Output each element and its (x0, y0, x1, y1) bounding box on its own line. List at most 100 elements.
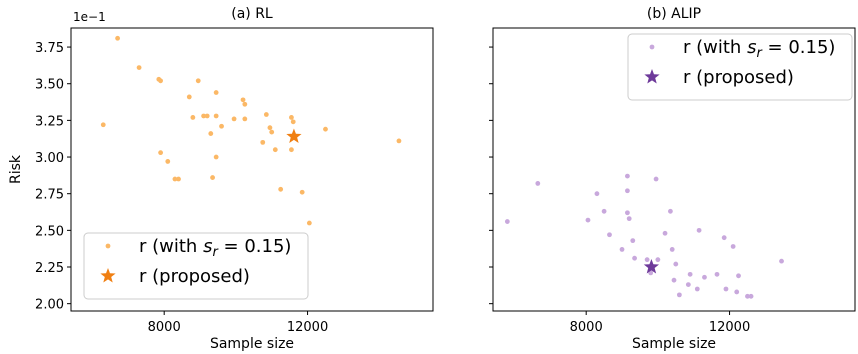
y-tick-label: 3.75 (35, 41, 64, 56)
panel-title: (a) RL (231, 6, 273, 22)
scatter-point (213, 154, 219, 160)
plot-frame (70, 27, 434, 312)
scatter-point (721, 235, 727, 241)
plot-frame (492, 27, 856, 312)
scatter-point (269, 129, 275, 135)
scatter-point (653, 176, 659, 182)
y-tick-label: 2.75 (35, 188, 64, 203)
scatter-point (625, 210, 630, 216)
scatter-point (736, 273, 741, 279)
scatter-point (585, 217, 591, 223)
scatter-point (745, 293, 750, 299)
scatter-point (289, 147, 294, 153)
scatter-point (626, 216, 632, 222)
scatter-point (115, 35, 120, 41)
scatter-point (396, 138, 402, 144)
scatter-point (100, 122, 106, 128)
panel-title: (b) ALIP (647, 6, 701, 22)
y-tick-label: 2.25 (35, 261, 64, 276)
scatter-point (535, 181, 541, 186)
legend-marker-circle (105, 243, 111, 249)
scatter-point (195, 78, 201, 84)
proposed-star-point (286, 128, 302, 143)
y-axis-label: Risk (8, 154, 24, 184)
scatter-point (263, 112, 269, 117)
y-tick-label: 3.50 (35, 78, 64, 93)
chart-panel-1: (a) RL 8000 12000 2.00 2.25 2.50 2.75 3.00 3.25 3… (8, 6, 434, 352)
legend-box (83, 232, 309, 300)
scatter-point (299, 189, 305, 195)
y-tick-label: 3.00 (35, 151, 64, 166)
scatter-point (323, 126, 328, 132)
scatter-point (668, 208, 673, 214)
x-tick-label: 8000 (570, 320, 603, 335)
scatter-point (734, 289, 740, 295)
scatter-point (240, 97, 246, 103)
scatter-point (289, 115, 294, 120)
scatter-point (671, 277, 677, 283)
scatter-point (625, 173, 630, 179)
legend: r (with sr = 0.15) r (proposed) (83, 232, 309, 300)
scatter-point (696, 227, 702, 233)
scatter-point (186, 94, 192, 100)
scatter-point (630, 238, 636, 244)
scatter-point (687, 271, 693, 277)
scatter-point (779, 258, 784, 264)
y-offset-label: 1e−1 (73, 10, 106, 24)
scatter-point (242, 116, 248, 122)
legend-marker-circle (649, 44, 655, 50)
legend-marker-star (100, 268, 116, 283)
scatter-point (504, 219, 510, 224)
scatter-point (201, 113, 207, 119)
scatter-point (662, 230, 668, 236)
scatter-point (632, 255, 637, 261)
scatter-point (158, 150, 164, 156)
scatter-point (644, 257, 650, 263)
scatter-point (607, 232, 612, 238)
legend-label: r (proposed) (139, 266, 250, 287)
scatter-point (730, 244, 736, 249)
scatter-point (213, 113, 219, 119)
scatter-point (601, 208, 607, 214)
legend-marker-star (644, 69, 660, 84)
legend-label: r (with sr = 0.15) (139, 236, 291, 260)
x-tick-label: 8000 (148, 320, 181, 335)
scatter-point (290, 119, 296, 125)
legend: r (with sr = 0.15) r (proposed) (627, 33, 853, 101)
legend-label: r (with sr = 0.15) (683, 37, 835, 61)
scatter-point (208, 131, 214, 136)
scatter-point (673, 261, 679, 267)
legend-box (627, 33, 853, 101)
scatter-point (210, 175, 215, 180)
x-tick-label: 12000 (287, 320, 328, 335)
scatter-point (748, 293, 754, 299)
scatter-point (702, 274, 707, 280)
scatter-point (306, 220, 312, 226)
scatter-point (176, 176, 181, 182)
scatter-point (694, 286, 700, 292)
scatter-point (172, 176, 178, 182)
scatter-point (685, 282, 691, 288)
scatter-point (190, 115, 196, 120)
scatter-point (669, 247, 675, 252)
y-tick-label: 2.00 (35, 298, 64, 313)
scatter-point (260, 139, 266, 145)
scatter-point (648, 270, 654, 276)
scatter-point (204, 113, 210, 119)
scatter-point (625, 188, 630, 194)
y-tick-label: 3.25 (35, 114, 64, 129)
scatter-point (165, 159, 171, 164)
scatter-point (231, 116, 237, 122)
scatter-point (594, 191, 600, 197)
y-tick-label: 2.50 (35, 224, 64, 239)
scatter-point (213, 90, 219, 95)
scatter-point (272, 147, 278, 153)
scatter-point (655, 257, 661, 263)
scatter-point (267, 125, 273, 131)
x-tick-label: 12000 (709, 320, 750, 335)
scatter-point (242, 101, 248, 107)
scatter-point (714, 271, 720, 277)
scatter-point (676, 292, 682, 298)
